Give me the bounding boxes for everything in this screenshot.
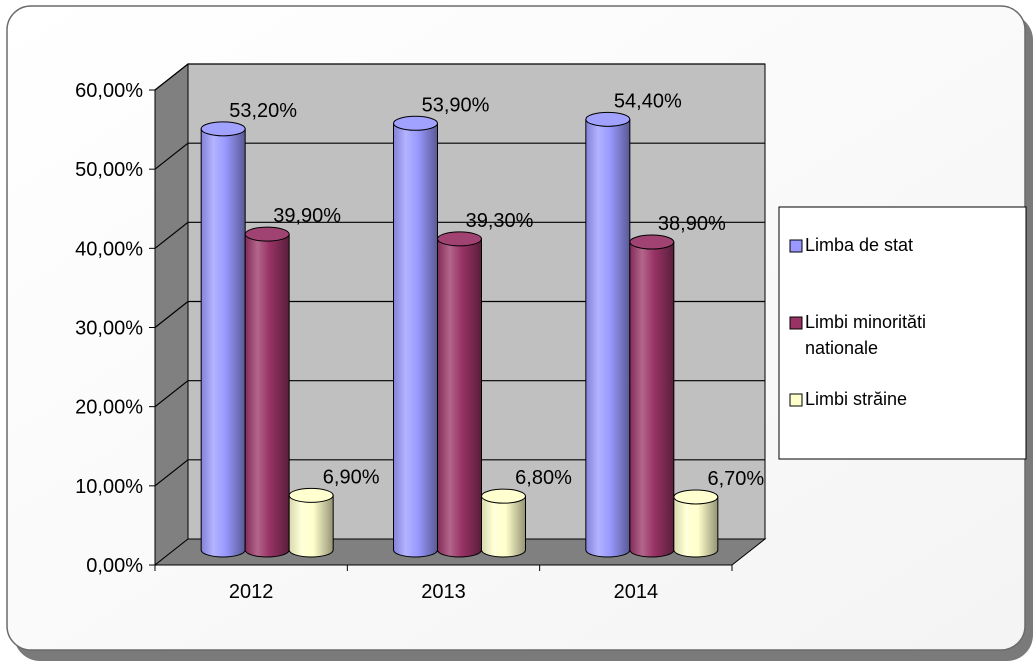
bar xyxy=(482,489,526,557)
bar-body xyxy=(289,495,333,557)
bar-body xyxy=(586,119,630,557)
data-label: 38,90% xyxy=(658,213,726,235)
bar-top xyxy=(289,488,333,502)
legend-label: Limbi străine xyxy=(805,389,907,409)
bar-top xyxy=(482,489,526,503)
bar-body xyxy=(674,497,718,557)
bar-body xyxy=(394,123,438,557)
legend-label: Limba de stat xyxy=(805,235,913,255)
y-tick-label: 20,00% xyxy=(75,397,143,419)
bar xyxy=(630,235,674,557)
bar-top xyxy=(630,235,674,249)
legend-label: nationale xyxy=(805,338,878,358)
y-tick-label: 10,00% xyxy=(75,476,143,498)
bar xyxy=(394,116,438,557)
bar-top xyxy=(394,116,438,130)
x-tick-label: 2012 xyxy=(229,581,274,603)
data-label: 39,90% xyxy=(273,205,341,227)
legend-swatch xyxy=(790,317,802,329)
legend-swatch xyxy=(790,394,802,406)
y-tick-label: 40,00% xyxy=(75,238,143,260)
bar-top xyxy=(586,112,630,126)
bar-body xyxy=(482,496,526,557)
data-label: 53,90% xyxy=(422,94,490,116)
bar xyxy=(674,490,718,557)
bar xyxy=(438,232,482,557)
bar-body xyxy=(438,239,482,557)
legend-label: Limbi minorităti xyxy=(805,312,926,332)
legend-swatch xyxy=(790,240,802,252)
x-tick-label: 2014 xyxy=(614,581,659,603)
plot-area: 0,00% 10,00% 20,00% 30,00% 40,00% 50,00% 60,00… xyxy=(75,64,765,603)
legend: Limba de stat Limbi minorităti nationale Li… xyxy=(779,207,1026,459)
bar xyxy=(201,122,245,557)
y-tick-label: 60,00% xyxy=(75,80,143,102)
bar xyxy=(289,488,333,557)
bar-top xyxy=(438,232,482,246)
y-tick-label: 30,00% xyxy=(75,318,143,340)
y-tick-label: 50,00% xyxy=(75,159,143,181)
bar-top xyxy=(674,490,718,504)
bar-top xyxy=(245,227,289,241)
y-tick-label: 0,00% xyxy=(86,555,143,577)
x-tick-label: 2013 xyxy=(421,581,466,603)
data-label: 54,40% xyxy=(614,90,682,112)
bar xyxy=(586,112,630,557)
bar-body xyxy=(630,242,674,557)
data-label: 6,70% xyxy=(707,468,764,490)
bar-body xyxy=(201,129,245,557)
bar xyxy=(245,227,289,557)
bar-body xyxy=(245,234,289,557)
bar-top xyxy=(201,122,245,136)
data-label: 6,90% xyxy=(323,466,380,488)
data-label: 6,80% xyxy=(515,467,572,489)
data-label: 39,30% xyxy=(466,210,534,232)
data-label: 53,20% xyxy=(229,100,297,122)
